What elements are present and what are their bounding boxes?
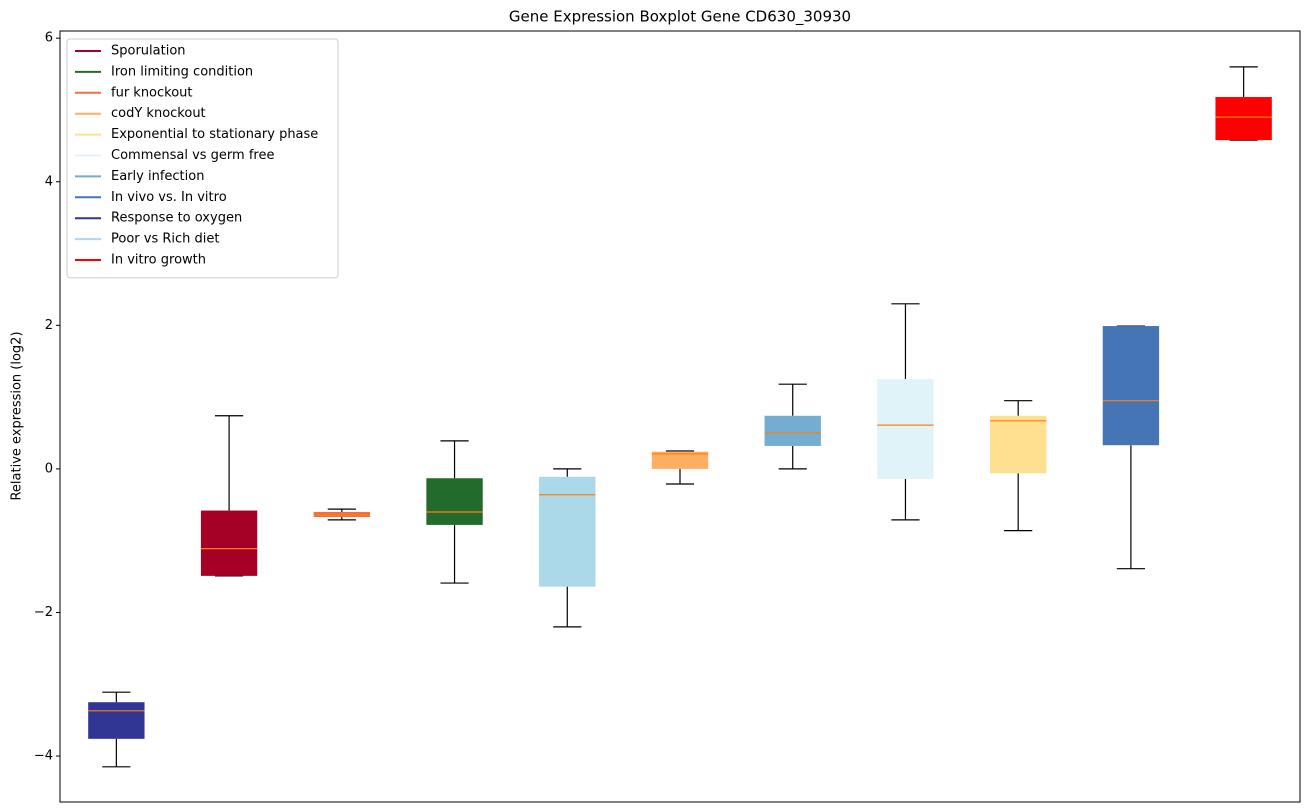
box [1215,97,1272,141]
box [426,478,483,525]
y-tick-label: 4 [45,174,53,189]
legend-label: fur knockout [111,85,193,100]
box [990,415,1047,474]
plot-frame [59,30,1301,803]
legend-label: Commensal vs germ free [111,148,274,163]
y-tick-label: −4 [34,749,53,764]
chart-title: Gene Expression Boxplot Gene CD630_30930 [509,8,851,27]
legend-label: Early infection [111,169,204,184]
box [539,476,596,587]
y-tick-label: 2 [45,318,53,333]
box [1102,326,1160,446]
legend-box [66,38,339,279]
legend-label: codY knockout [111,106,206,121]
legend-label: In vivo vs. In vitro [111,190,227,205]
box [200,510,258,576]
box [764,415,821,446]
y-tick-label: 6 [45,31,53,46]
y-tick-label: 0 [45,461,53,476]
y-tick-label: −2 [34,605,53,620]
y-axis-label: Relative expression (log2) [10,331,25,500]
legend-label: In vitro growth [111,253,206,268]
legend-label: Sporulation [111,44,186,59]
box [651,451,709,469]
legend-label: Iron limiting condition [111,64,253,79]
legend-label: Exponential to stationary phase [111,127,318,142]
box [877,379,934,479]
legend-label: Response to oxygen [111,211,242,226]
legend-label: Poor vs Rich diet [111,232,219,247]
box [88,702,145,739]
